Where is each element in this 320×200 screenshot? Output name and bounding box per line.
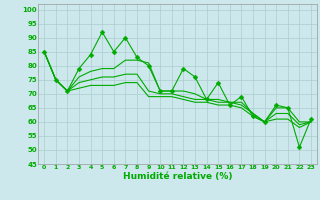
X-axis label: Humidité relative (%): Humidité relative (%) bbox=[123, 172, 232, 181]
